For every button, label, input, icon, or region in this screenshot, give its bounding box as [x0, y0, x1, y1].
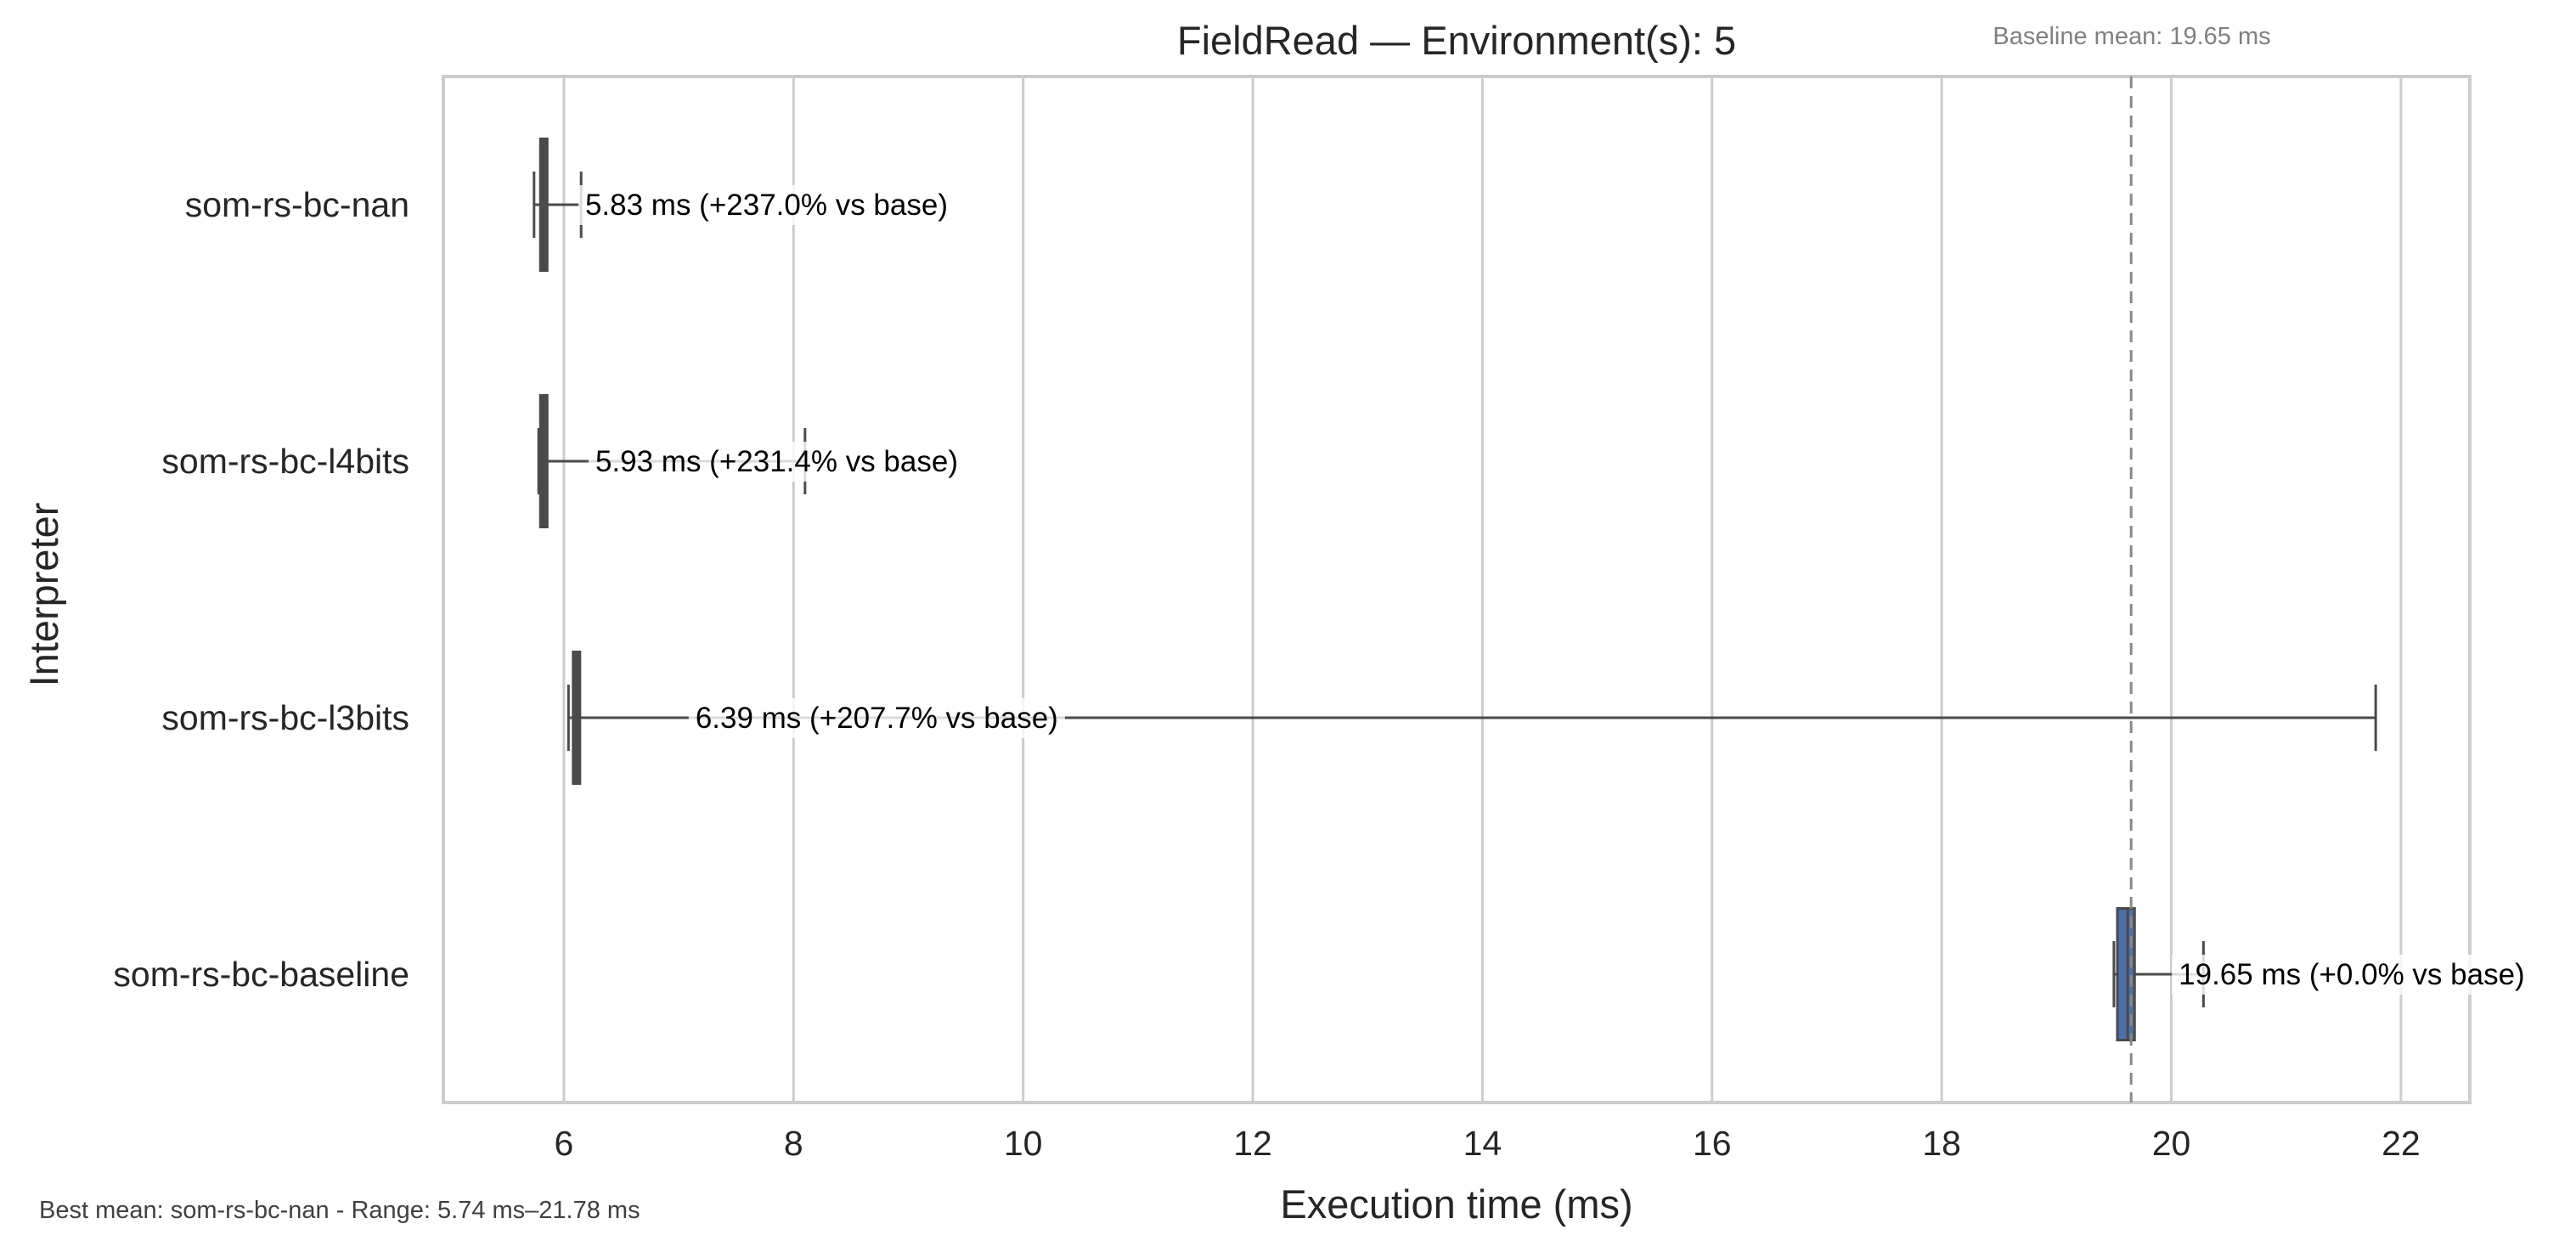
y-axis-ticks: som-rs-bc-nan som-rs-bc-l4bits som-rs-bc-l…	[113, 185, 409, 994]
x-tick-label: 18	[1922, 1124, 1961, 1163]
annotation-background	[688, 698, 1065, 738]
box-series	[533, 138, 2377, 1041]
x-tick-label: 10	[1004, 1124, 1043, 1163]
x-axis-ticks: 6 8 10 12 14 16 18 20 22	[555, 1124, 2421, 1163]
baseline-mean-note: Baseline mean: 19.65 ms	[1993, 23, 2270, 50]
y-tick-label: som-rs-bc-nan	[185, 185, 409, 224]
gridlines	[562, 76, 2403, 1103]
y-axis-label: Interpreter	[21, 503, 66, 687]
box-som-rs-bc-nan	[533, 138, 583, 272]
footer-summary: Best mean: som-rs-bc-nan - Range: 5.74 m…	[39, 1197, 640, 1224]
value-annotation: 19.65 ms (+0.0% vs base)	[2179, 958, 2525, 991]
x-tick-label: 12	[1233, 1124, 1272, 1163]
y-tick-label: som-rs-bc-l3bits	[161, 698, 409, 737]
plot-frame	[442, 75, 2472, 1104]
y-tick-label: som-rs-bc-l4bits	[161, 442, 409, 481]
annotations: 5.83 ms (+237.0% vs base) 5.93 ms (+231.4…	[578, 185, 2532, 995]
x-tick-label: 6	[555, 1124, 574, 1163]
value-annotation: 6.39 ms (+207.7% vs base)	[696, 702, 1058, 735]
chart-title: FieldRead — Environment(s): 5	[1177, 18, 1736, 63]
x-tick-label: 14	[1463, 1124, 1502, 1163]
value-annotation: 5.93 ms (+231.4% vs base)	[595, 445, 958, 478]
annotation-background	[578, 185, 955, 225]
annotation-background	[2172, 955, 2532, 995]
x-axis-label: Execution time (ms)	[1280, 1182, 1632, 1227]
x-tick-label: 22	[2382, 1124, 2421, 1163]
annotation-background	[588, 442, 965, 482]
x-tick-label: 16	[1693, 1124, 1732, 1163]
value-annotation: 5.83 ms (+237.0% vs base)	[585, 189, 948, 222]
x-tick-label: 8	[784, 1124, 803, 1163]
x-tick-label: 20	[2152, 1124, 2191, 1163]
y-tick-label: som-rs-bc-baseline	[113, 955, 409, 994]
